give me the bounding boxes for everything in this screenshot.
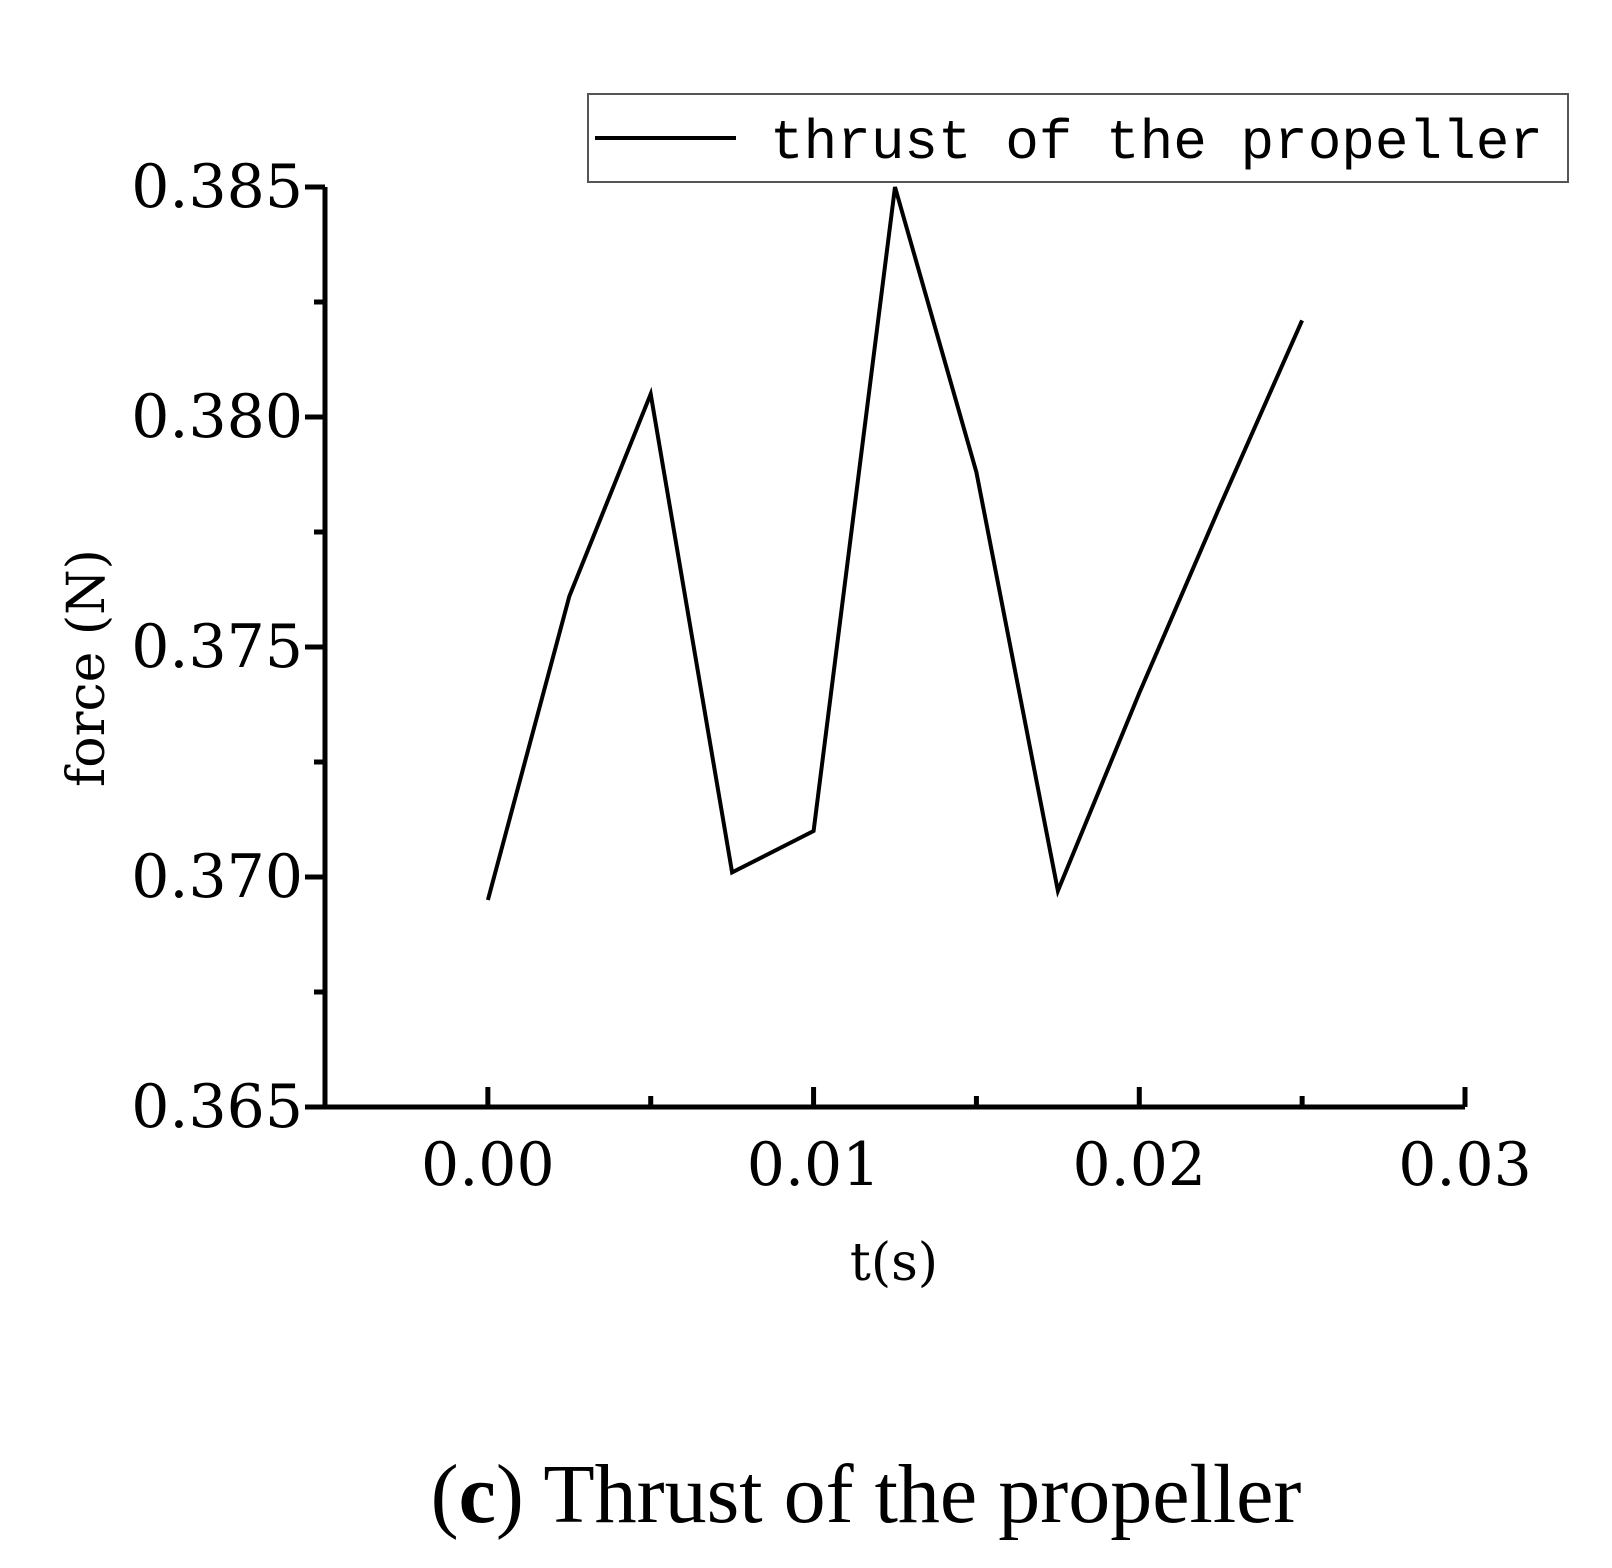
y-tick-label: 0.380 xyxy=(131,382,303,452)
figure-caption: (c) Thrust of the propeller xyxy=(431,1448,1302,1541)
series-line-thrust xyxy=(485,186,1304,901)
ticks: 0.365 0.370 0.375 0.380 0.385 0.00 0.01 0.02 0.0… xyxy=(131,152,1532,1200)
axes xyxy=(322,187,1465,1110)
x-tick-label: 0.03 xyxy=(1398,1130,1532,1200)
x-tick-label: 0.00 xyxy=(421,1130,555,1200)
y-tick-label: 0.385 xyxy=(131,152,303,222)
y-tick-label: 0.375 xyxy=(131,612,303,682)
legend-box xyxy=(587,93,1569,183)
x-tick-label: 0.02 xyxy=(1072,1130,1206,1200)
legend-label: thrust of the propeller xyxy=(770,111,1543,175)
x-tick-label: 0.01 xyxy=(747,1130,881,1200)
x-axis-title: t(s) xyxy=(850,1233,938,1293)
legend: thrust of the propeller xyxy=(587,93,1569,183)
y-axis-title: force (N) xyxy=(57,549,117,787)
caption-letter: c xyxy=(459,1448,496,1541)
caption-open-paren: ( xyxy=(431,1448,459,1541)
y-tick-label: 0.370 xyxy=(131,842,303,912)
y-tick-label: 0.365 xyxy=(131,1072,303,1142)
series-layer xyxy=(485,186,1304,901)
caption-text: ) Thrust of the propeller xyxy=(496,1448,1302,1541)
